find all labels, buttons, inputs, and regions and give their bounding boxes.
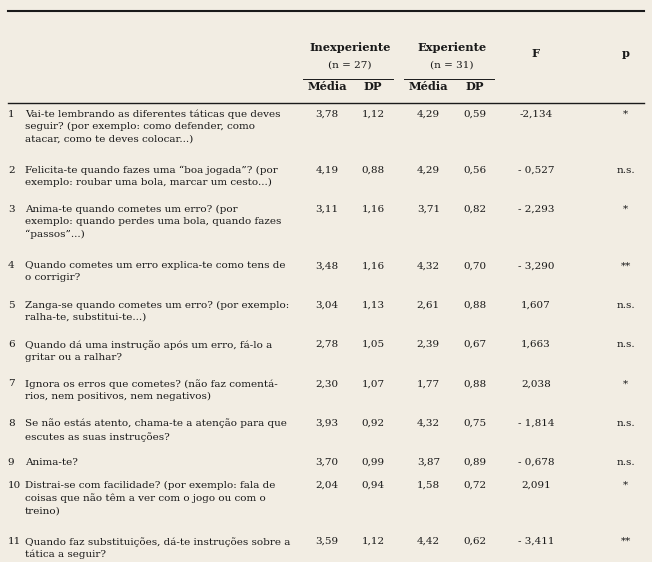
Text: - 1,814: - 1,814 bbox=[518, 419, 554, 428]
Text: Experiente: Experiente bbox=[417, 42, 486, 53]
Text: 1,663: 1,663 bbox=[521, 340, 551, 349]
Text: 4,32: 4,32 bbox=[417, 261, 440, 270]
Text: 1,16: 1,16 bbox=[361, 261, 385, 270]
Text: 11: 11 bbox=[8, 537, 21, 546]
Text: Quando dá uma instrução após um erro, fá-lo a
gritar ou a ralhar?: Quando dá uma instrução após um erro, fá… bbox=[25, 340, 272, 362]
Text: 1: 1 bbox=[8, 110, 14, 119]
Text: 2,78: 2,78 bbox=[316, 340, 339, 349]
Text: 3,11: 3,11 bbox=[316, 205, 339, 214]
Text: *: * bbox=[623, 379, 629, 388]
Text: 0,89: 0,89 bbox=[463, 458, 486, 467]
Text: 7: 7 bbox=[8, 379, 14, 388]
Text: Felicita-te quando fazes uma “boa jogada”? (por
exemplo: roubar uma bola, marcar: Felicita-te quando fazes uma “boa jogada… bbox=[25, 166, 278, 188]
Text: 0,72: 0,72 bbox=[463, 481, 486, 490]
Text: DP: DP bbox=[466, 81, 484, 93]
Text: 1,77: 1,77 bbox=[417, 379, 440, 388]
Text: 4,42: 4,42 bbox=[417, 537, 440, 546]
Text: p: p bbox=[622, 48, 630, 59]
Text: n.s.: n.s. bbox=[617, 340, 635, 349]
Text: n.s.: n.s. bbox=[617, 419, 635, 428]
Text: 0,67: 0,67 bbox=[463, 340, 486, 349]
Text: Zanga-se quando cometes um erro? (por exemplo:
ralha-te, substitui-te...): Zanga-se quando cometes um erro? (por ex… bbox=[25, 301, 289, 322]
Text: 1,12: 1,12 bbox=[361, 537, 385, 546]
Text: Anima-te quando cometes um erro? (por
exemplo: quando perdes uma bola, quando fa: Anima-te quando cometes um erro? (por ex… bbox=[25, 205, 281, 239]
Text: 3,71: 3,71 bbox=[417, 205, 440, 214]
Text: Média: Média bbox=[409, 81, 448, 93]
Text: 2,091: 2,091 bbox=[521, 481, 551, 490]
Text: -2,134: -2,134 bbox=[520, 110, 552, 119]
Text: 2,39: 2,39 bbox=[417, 340, 440, 349]
Text: 6: 6 bbox=[8, 340, 14, 349]
Text: Se não estás atento, chama-te a atenção para que
escutes as suas instruções?: Se não estás atento, chama-te a atenção … bbox=[25, 419, 287, 442]
Text: n.s.: n.s. bbox=[617, 458, 635, 467]
Text: (n = 31): (n = 31) bbox=[430, 60, 473, 69]
Text: Vai-te lembrando as diferentes táticas que deves
seguir? (por exemplo: como defe: Vai-te lembrando as diferentes táticas q… bbox=[25, 110, 280, 143]
Text: 3,78: 3,78 bbox=[316, 110, 339, 119]
Text: 1,607: 1,607 bbox=[521, 301, 551, 310]
Text: 3,93: 3,93 bbox=[316, 419, 339, 428]
Text: DP: DP bbox=[364, 81, 382, 93]
Text: - 3,290: - 3,290 bbox=[518, 261, 554, 270]
Text: 2,038: 2,038 bbox=[521, 379, 551, 388]
Text: 0,94: 0,94 bbox=[361, 481, 385, 490]
Text: 0,75: 0,75 bbox=[463, 419, 486, 428]
Text: 0,56: 0,56 bbox=[463, 166, 486, 175]
Text: 2,30: 2,30 bbox=[316, 379, 339, 388]
Text: 1,05: 1,05 bbox=[361, 340, 385, 349]
Text: Média: Média bbox=[308, 81, 347, 93]
Text: n.s.: n.s. bbox=[617, 301, 635, 310]
Text: 3,48: 3,48 bbox=[316, 261, 339, 270]
Text: **: ** bbox=[621, 261, 631, 270]
Text: - 0,678: - 0,678 bbox=[518, 458, 554, 467]
Text: 0,82: 0,82 bbox=[463, 205, 486, 214]
Text: 3,59: 3,59 bbox=[316, 537, 339, 546]
Text: 0,88: 0,88 bbox=[463, 301, 486, 310]
Text: Anima-te?: Anima-te? bbox=[25, 458, 78, 467]
Text: 1,07: 1,07 bbox=[361, 379, 385, 388]
Text: 0,62: 0,62 bbox=[463, 537, 486, 546]
Text: **: ** bbox=[621, 537, 631, 546]
Text: 3,70: 3,70 bbox=[316, 458, 339, 467]
Text: 4,19: 4,19 bbox=[316, 166, 339, 175]
Text: 4,32: 4,32 bbox=[417, 419, 440, 428]
Text: 0,88: 0,88 bbox=[463, 379, 486, 388]
Text: *: * bbox=[623, 110, 629, 119]
Text: 0,92: 0,92 bbox=[361, 419, 385, 428]
Text: (n = 27): (n = 27) bbox=[329, 60, 372, 69]
Text: 8: 8 bbox=[8, 419, 14, 428]
Text: 2,61: 2,61 bbox=[417, 301, 440, 310]
Text: 4,29: 4,29 bbox=[417, 166, 440, 175]
Text: Distrai-se com facilidade? (por exemplo: fala de
coisas que não têm a ver com o : Distrai-se com facilidade? (por exemplo:… bbox=[25, 481, 275, 515]
Text: 3,04: 3,04 bbox=[316, 301, 339, 310]
Text: *: * bbox=[623, 205, 629, 214]
Text: Quando faz substituições, dá-te instruções sobre a
tática a seguir?: Quando faz substituições, dá-te instruçõ… bbox=[25, 537, 290, 559]
Text: - 3,411: - 3,411 bbox=[518, 537, 554, 546]
Text: 0,99: 0,99 bbox=[361, 458, 385, 467]
Text: 3: 3 bbox=[8, 205, 14, 214]
Text: 1,13: 1,13 bbox=[361, 301, 385, 310]
Text: - 0,527: - 0,527 bbox=[518, 166, 554, 175]
Text: - 2,293: - 2,293 bbox=[518, 205, 554, 214]
Text: 10: 10 bbox=[8, 481, 21, 490]
Text: 0,59: 0,59 bbox=[463, 110, 486, 119]
Text: *: * bbox=[623, 481, 629, 490]
Text: 4: 4 bbox=[8, 261, 14, 270]
Text: 9: 9 bbox=[8, 458, 14, 467]
Text: 1,58: 1,58 bbox=[417, 481, 440, 490]
Text: 0,70: 0,70 bbox=[463, 261, 486, 270]
Text: 0,88: 0,88 bbox=[361, 166, 385, 175]
Text: 5: 5 bbox=[8, 301, 14, 310]
Text: F: F bbox=[532, 48, 540, 59]
Text: 1,16: 1,16 bbox=[361, 205, 385, 214]
Text: 2: 2 bbox=[8, 166, 14, 175]
Text: 3,87: 3,87 bbox=[417, 458, 440, 467]
Text: n.s.: n.s. bbox=[617, 166, 635, 175]
Text: Ignora os erros que cometes? (não faz comentá-
rios, nem positivos, nem negativo: Ignora os erros que cometes? (não faz co… bbox=[25, 379, 278, 401]
Text: 1,12: 1,12 bbox=[361, 110, 385, 119]
Text: Inexperiente: Inexperiente bbox=[310, 42, 391, 53]
Text: 2,04: 2,04 bbox=[316, 481, 339, 490]
Text: Quando cometes um erro explica-te como tens de
o corrigir?: Quando cometes um erro explica-te como t… bbox=[25, 261, 286, 283]
Text: 4,29: 4,29 bbox=[417, 110, 440, 119]
